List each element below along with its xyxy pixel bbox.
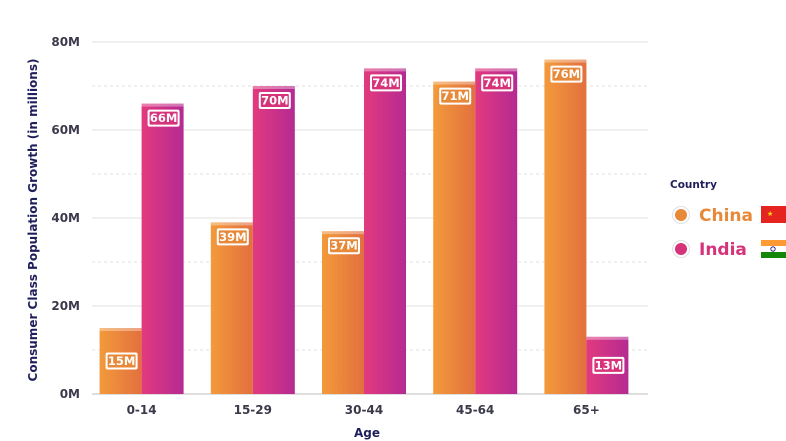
y-axis-title: Consumer Class Population Growth (in mil…: [26, 59, 40, 382]
x-tick-label: 15-29: [234, 403, 272, 417]
bar-china[interactable]: [210, 222, 253, 394]
data-label-india: 66M: [147, 109, 180, 127]
legend: Country China ★ India: [670, 179, 786, 260]
bars: 15M 66M 39M 70M 37M 74M 71M 74M 76M 13M: [99, 59, 629, 395]
data-label-text: 39M: [219, 230, 246, 244]
legend-item-india[interactable]: India: [672, 240, 786, 260]
data-label-fill: [594, 358, 623, 372]
data-label-india: 74M: [370, 74, 402, 92]
x-tick-label: 0-14: [127, 403, 157, 417]
data-label-fill: [218, 230, 247, 244]
bar-china[interactable]: [322, 231, 364, 394]
data-label-text: 76M: [553, 67, 580, 81]
data-label-china: 39M: [216, 228, 249, 246]
data-label-china: 71M: [439, 87, 472, 105]
data-label-fill: [330, 239, 358, 253]
y-tick-label: 20M: [51, 299, 80, 313]
bar-cap-india: [586, 336, 629, 340]
bar-india[interactable]: [364, 68, 406, 395]
data-label-china: 15M: [105, 352, 138, 370]
svg-text:★: ★: [767, 210, 773, 218]
y-tick-label: 60M: [51, 123, 80, 137]
data-label-fill: [552, 67, 581, 81]
bar-cap-india: [252, 86, 295, 89]
x-axis-ticks: 0-14 15-29 30-44 45-64 65+: [127, 403, 600, 417]
bar-cap-china: [210, 222, 253, 226]
bar-india[interactable]: [141, 103, 184, 394]
y-tick-label: 40M: [51, 211, 80, 225]
bar-cap-china: [322, 231, 364, 235]
data-label-fill: [149, 111, 178, 125]
data-label-india: 70M: [258, 92, 291, 109]
data-label-fill: [107, 354, 136, 368]
y-tick-label: 80M: [51, 35, 80, 49]
x-axis-title: Age: [354, 426, 380, 440]
bar-cap-china: [433, 81, 476, 85]
x-tick-label: 65+: [573, 403, 600, 417]
bar-cap-china: [99, 328, 142, 331]
bar-china[interactable]: [544, 59, 587, 394]
data-label-text: 74M: [483, 76, 510, 90]
legend-label-china: China: [699, 206, 753, 226]
bar-cap-india: [141, 103, 184, 107]
x-tick-label: 30-44: [345, 403, 383, 417]
bar-china[interactable]: [433, 81, 476, 394]
bar-cap-india: [364, 68, 406, 72]
bar-india[interactable]: [252, 86, 295, 394]
legend-title: Country: [670, 179, 717, 191]
data-label-china: 37M: [328, 237, 360, 255]
data-label-text: 15M: [108, 354, 135, 368]
data-label-text: 13M: [595, 358, 622, 372]
china-flag-icon: ★: [761, 206, 786, 223]
data-label-india: 74M: [481, 74, 514, 92]
data-label-text: 37M: [330, 239, 357, 253]
legend-dot-india: [675, 243, 687, 255]
y-axis-ticks: 0M 20M 40M 60M 80M: [51, 35, 80, 401]
legend-item-china[interactable]: China ★: [672, 206, 786, 226]
bar-cap-china: [544, 59, 587, 63]
india-flag-icon: [761, 240, 786, 258]
data-label-text: 71M: [441, 89, 468, 103]
data-label-fill: [483, 76, 512, 90]
data-label-text: 66M: [150, 111, 177, 125]
y-tick-label: 0M: [60, 387, 80, 401]
legend-dot-china: [675, 209, 687, 221]
bar-india[interactable]: [475, 68, 518, 395]
data-label-text: 70M: [261, 94, 288, 108]
x-tick-label: 45-64: [456, 403, 494, 417]
data-label-india: 13M: [592, 356, 625, 374]
data-label-fill: [260, 94, 289, 107]
data-label-china: 76M: [550, 65, 583, 83]
data-label-fill: [372, 76, 400, 90]
data-label-text: 74M: [372, 76, 399, 90]
data-label-fill: [441, 89, 470, 103]
legend-label-india: India: [699, 240, 747, 260]
bar-cap-india: [475, 68, 518, 72]
